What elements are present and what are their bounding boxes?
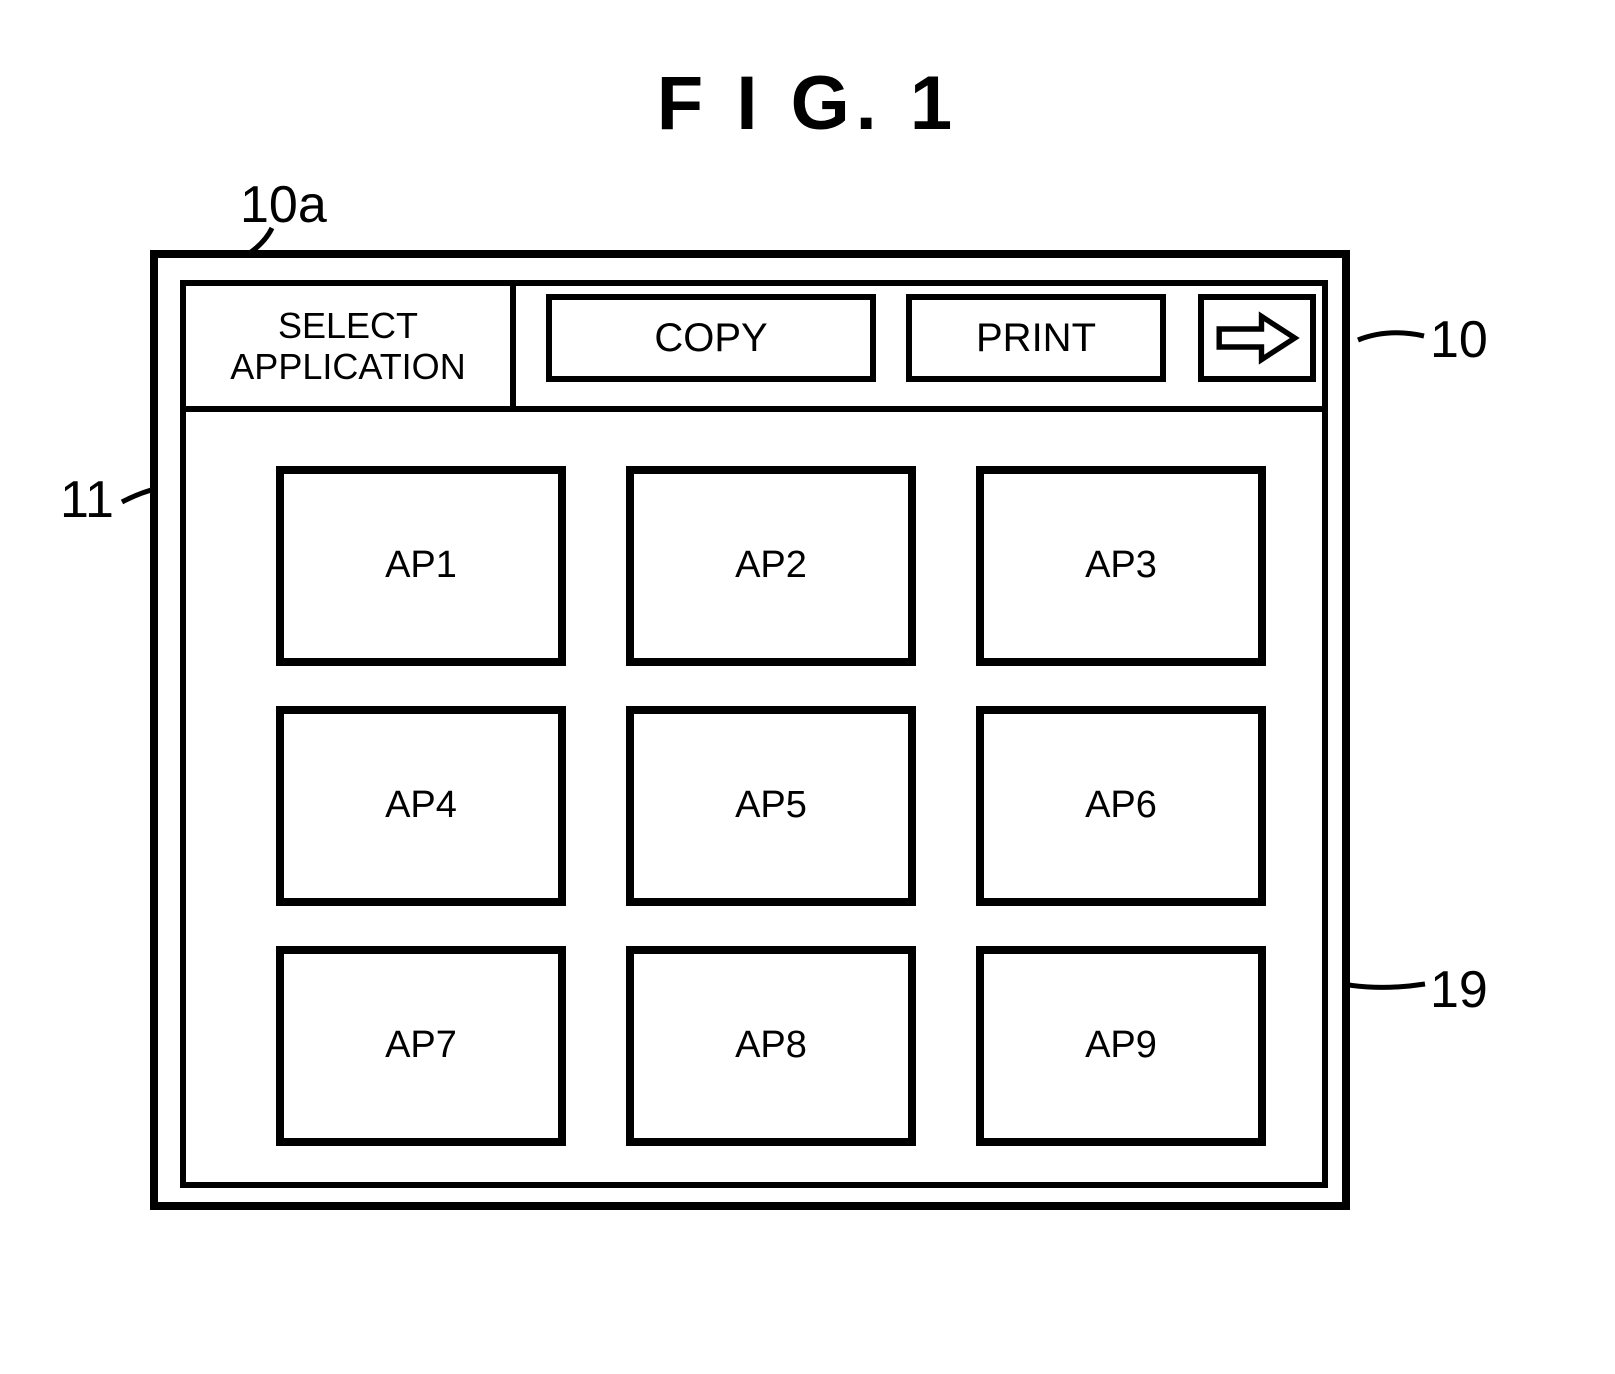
panel-inner: SELECT APPLICATION COPY PRINT AP1 AP2 AP3 A… [180,280,1328,1188]
figure-title: F I G. 1 [0,60,1615,147]
app-button-ap1[interactable]: AP1 [276,466,566,666]
app-button-ap8[interactable]: AP8 [626,946,916,1146]
select-application-label: SELECT APPLICATION [186,286,516,412]
app-button-ap9[interactable]: AP9 [976,946,1266,1146]
ref-10: 10 [1430,310,1488,370]
right-arrow-icon [1212,311,1302,365]
app-button-ap3[interactable]: AP3 [976,466,1266,666]
copy-button[interactable]: COPY [546,294,876,382]
app-button-ap7[interactable]: AP7 [276,946,566,1146]
topbar-bottom-rule [516,406,1328,412]
ref-10a: 10a [240,175,327,235]
ref-19: 19 [1430,960,1488,1020]
app-button-ap2[interactable]: AP2 [626,466,916,666]
next-arrow-button[interactable] [1198,294,1316,382]
app-button-ap5[interactable]: AP5 [626,706,916,906]
print-button[interactable]: PRINT [906,294,1166,382]
app-button-ap4[interactable]: AP4 [276,706,566,906]
select-application-text: SELECT APPLICATION [230,305,465,388]
app-button-ap6[interactable]: AP6 [976,706,1266,906]
panel-outer: SELECT APPLICATION COPY PRINT AP1 AP2 AP3 A… [150,250,1350,1210]
figure-stage: F I G. 1 10a 10 11 19 SELECT APPLICATION… [0,0,1615,1374]
ref-11: 11 [60,470,114,530]
